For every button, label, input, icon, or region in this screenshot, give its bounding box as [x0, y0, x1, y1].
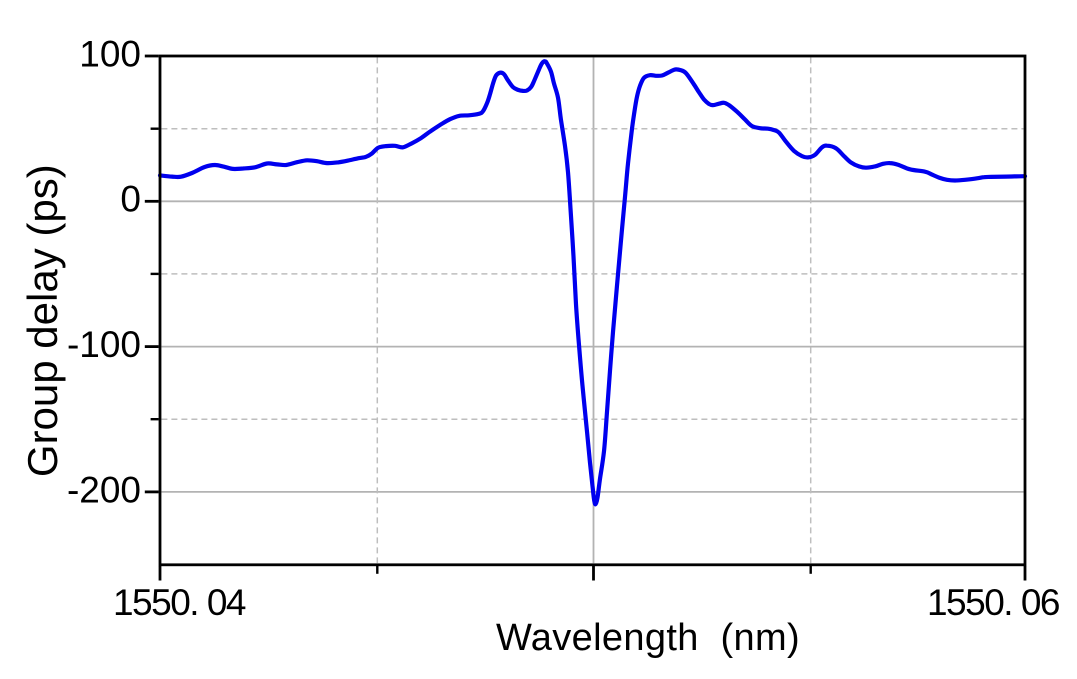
- svg-text:-100: -100: [67, 324, 141, 365]
- svg-text:Wavelength (nm): Wavelength (nm): [496, 617, 800, 659]
- svg-text:1550. 04: 1550. 04: [113, 582, 246, 623]
- svg-text:0: 0: [120, 179, 141, 220]
- svg-text:1550. 06: 1550. 06: [927, 582, 1059, 623]
- svg-text:Group delay (ps): Group delay (ps): [19, 164, 66, 477]
- svg-text:100: 100: [79, 33, 141, 74]
- svg-text:-200: -200: [67, 469, 141, 510]
